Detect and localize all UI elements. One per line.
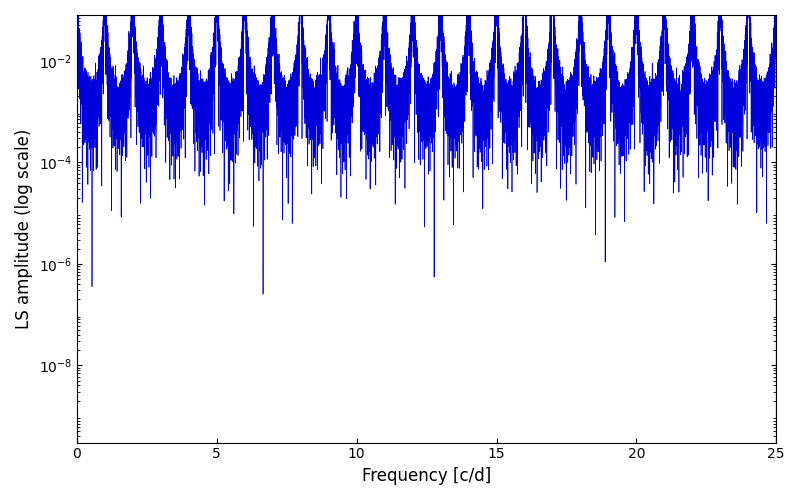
X-axis label: Frequency [c/d]: Frequency [c/d] (362, 467, 491, 485)
Y-axis label: LS amplitude (log scale): LS amplitude (log scale) (15, 128, 33, 329)
